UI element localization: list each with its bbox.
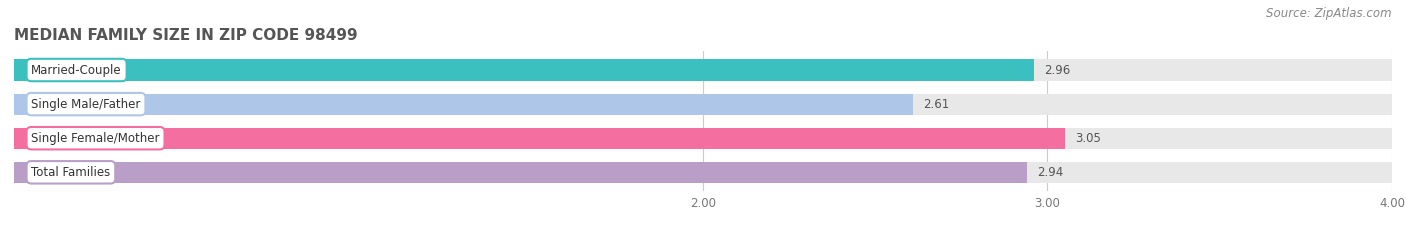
Bar <box>14 59 1392 81</box>
Bar <box>14 59 1033 81</box>
Text: MEDIAN FAMILY SIZE IN ZIP CODE 98499: MEDIAN FAMILY SIZE IN ZIP CODE 98499 <box>14 28 357 43</box>
Bar <box>14 93 1392 115</box>
Bar <box>14 128 1392 149</box>
Text: Single Male/Father: Single Male/Father <box>31 98 141 111</box>
Text: Total Families: Total Families <box>31 166 111 179</box>
Text: Source: ZipAtlas.com: Source: ZipAtlas.com <box>1267 7 1392 20</box>
Text: 2.94: 2.94 <box>1038 166 1063 179</box>
Bar <box>14 162 1026 183</box>
Text: 2.61: 2.61 <box>924 98 949 111</box>
Bar <box>14 162 1392 183</box>
Bar <box>14 93 912 115</box>
Text: Married-Couple: Married-Couple <box>31 64 122 76</box>
Text: 3.05: 3.05 <box>1076 132 1101 145</box>
Text: Single Female/Mother: Single Female/Mother <box>31 132 160 145</box>
Bar <box>14 128 1064 149</box>
Text: 2.96: 2.96 <box>1045 64 1070 76</box>
